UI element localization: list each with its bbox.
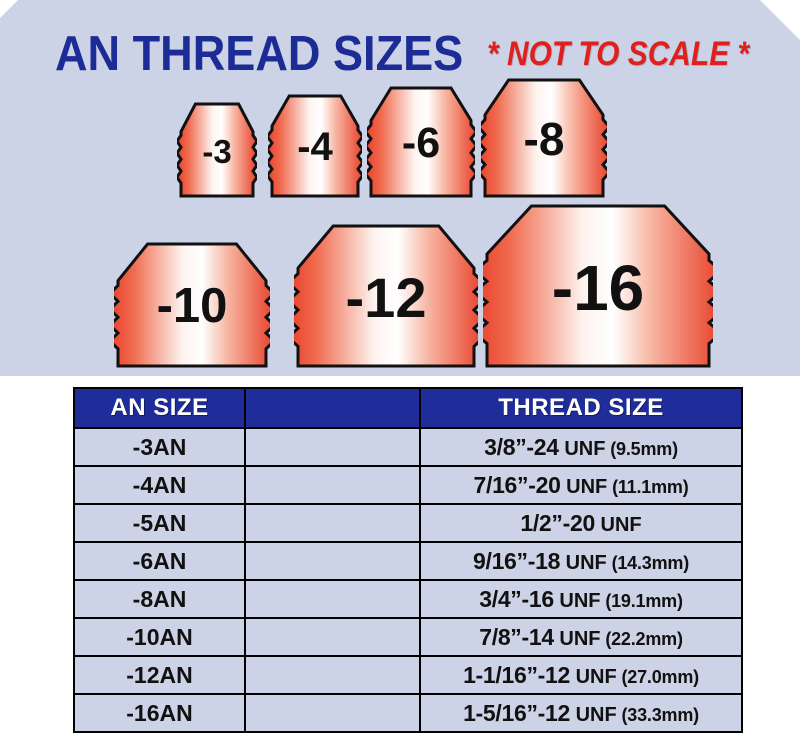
- fitting-shape-minus12: [294, 224, 478, 368]
- table-row: -3AN 3/8”-24 UNF (9.5mm): [73, 427, 743, 467]
- cell-thread-size: 3/8”-24 UNF (9.5mm): [419, 427, 743, 467]
- cell-an-size: -12AN: [73, 655, 246, 695]
- fitting-shape-minus8: [481, 78, 607, 198]
- cell-thread-size: 1-5/16”-12 UNF (33.3mm): [419, 693, 743, 733]
- cell-an-size: -10AN: [73, 617, 246, 657]
- thread-metric: (33.3mm): [616, 704, 700, 725]
- cell-thread-size: 1/2”-20 UNF: [419, 503, 743, 543]
- column-header-thread-size: THREAD SIZE: [419, 387, 743, 429]
- thread-designation: 3/4”-16: [479, 585, 554, 612]
- page-title: AN THREAD SIZES: [55, 27, 464, 81]
- table-row: -5AN 1/2”-20 UNF: [73, 503, 743, 543]
- table-row: -16AN 1-5/16”-12 UNF (33.3mm): [73, 693, 743, 733]
- thread-designation: 3/8”-24: [484, 433, 559, 460]
- thread-series: UNF: [553, 589, 601, 612]
- thread-designation: 1-1/16”-12: [463, 661, 571, 688]
- thread-designation: 1/2”-20: [520, 509, 595, 536]
- cell-spacer: [244, 427, 421, 467]
- thread-series: UNF: [558, 437, 606, 460]
- fitting-shape-minus10: [114, 242, 270, 368]
- table-row: -10AN 7/8”-14 UNF (22.2mm): [73, 617, 743, 657]
- thread-series: UNF: [553, 627, 601, 650]
- cell-spacer: [244, 655, 421, 695]
- thread-series: UNF: [560, 475, 608, 498]
- thread-metric: (22.2mm): [600, 628, 683, 649]
- title-row: AN THREAD SIZES * NOT TO SCALE *: [0, 26, 800, 82]
- cell-thread-size: 3/4”-16 UNF (19.1mm): [419, 579, 743, 619]
- thread-designation: 9/16”-18: [472, 547, 561, 574]
- thread-metric: (27.0mm): [616, 666, 700, 687]
- cell-an-size: -16AN: [73, 693, 246, 733]
- cell-an-size: -5AN: [73, 503, 246, 543]
- column-header-spacer: [244, 387, 421, 429]
- cell-thread-size: 9/16”-18 UNF (14.3mm): [419, 541, 743, 581]
- column-header-an-size: AN SIZE: [73, 387, 246, 429]
- cell-spacer: [244, 465, 421, 505]
- table-body: -3AN 3/8”-24 UNF (9.5mm) -4AN 7/16”-20 UNF …: [73, 427, 743, 733]
- cell-an-size: -3AN: [73, 427, 246, 467]
- an-thread-size-table: AN SIZE THREAD SIZE -3AN 3/8”-24 UNF (9.5…: [73, 387, 743, 733]
- table-row: -4AN 7/16”-20 UNF (11.1mm): [73, 465, 743, 505]
- cell-thread-size: 7/16”-20 UNF (11.1mm): [419, 465, 743, 505]
- thread-designation: 7/8”-14: [479, 623, 554, 650]
- thread-metric: (9.5mm): [605, 438, 678, 459]
- fitting-shape-minus3: [177, 102, 257, 198]
- fitting-shape-minus4: [268, 94, 362, 198]
- cell-thread-size: 1-1/16”-12 UNF (27.0mm): [419, 655, 743, 695]
- thread-metric: (14.3mm): [606, 552, 690, 573]
- thread-metric: (11.1mm): [607, 476, 689, 497]
- table-header-row: AN SIZE THREAD SIZE: [73, 387, 743, 429]
- cell-spacer: [244, 579, 421, 619]
- table-row: -6AN 9/16”-18 UNF (14.3mm): [73, 541, 743, 581]
- cell-an-size: -8AN: [73, 579, 246, 619]
- fitting-shape-minus16: [483, 204, 713, 368]
- cell-an-size: -4AN: [73, 465, 246, 505]
- cell-spacer: [244, 541, 421, 581]
- cell-thread-size: 7/8”-14 UNF (22.2mm): [419, 617, 743, 657]
- thread-designation: 1-5/16”-12: [463, 699, 571, 726]
- thread-series: UNF: [560, 551, 607, 574]
- thread-metric: (19.1mm): [600, 590, 683, 611]
- thread-series: UNF: [570, 665, 617, 688]
- thread-designation: 7/16”-20: [473, 471, 561, 498]
- cell-spacer: [244, 617, 421, 657]
- thread-series: UNF: [594, 513, 642, 536]
- not-to-scale-note: * NOT TO SCALE *: [487, 35, 750, 73]
- thread-series: UNF: [570, 703, 617, 726]
- table-row: -8AN 3/4”-16 UNF (19.1mm): [73, 579, 743, 619]
- cell-spacer: [244, 693, 421, 733]
- fitting-shape-minus6: [367, 86, 475, 198]
- table-row: -12AN 1-1/16”-12 UNF (27.0mm): [73, 655, 743, 695]
- cell-an-size: -6AN: [73, 541, 246, 581]
- cell-spacer: [244, 503, 421, 543]
